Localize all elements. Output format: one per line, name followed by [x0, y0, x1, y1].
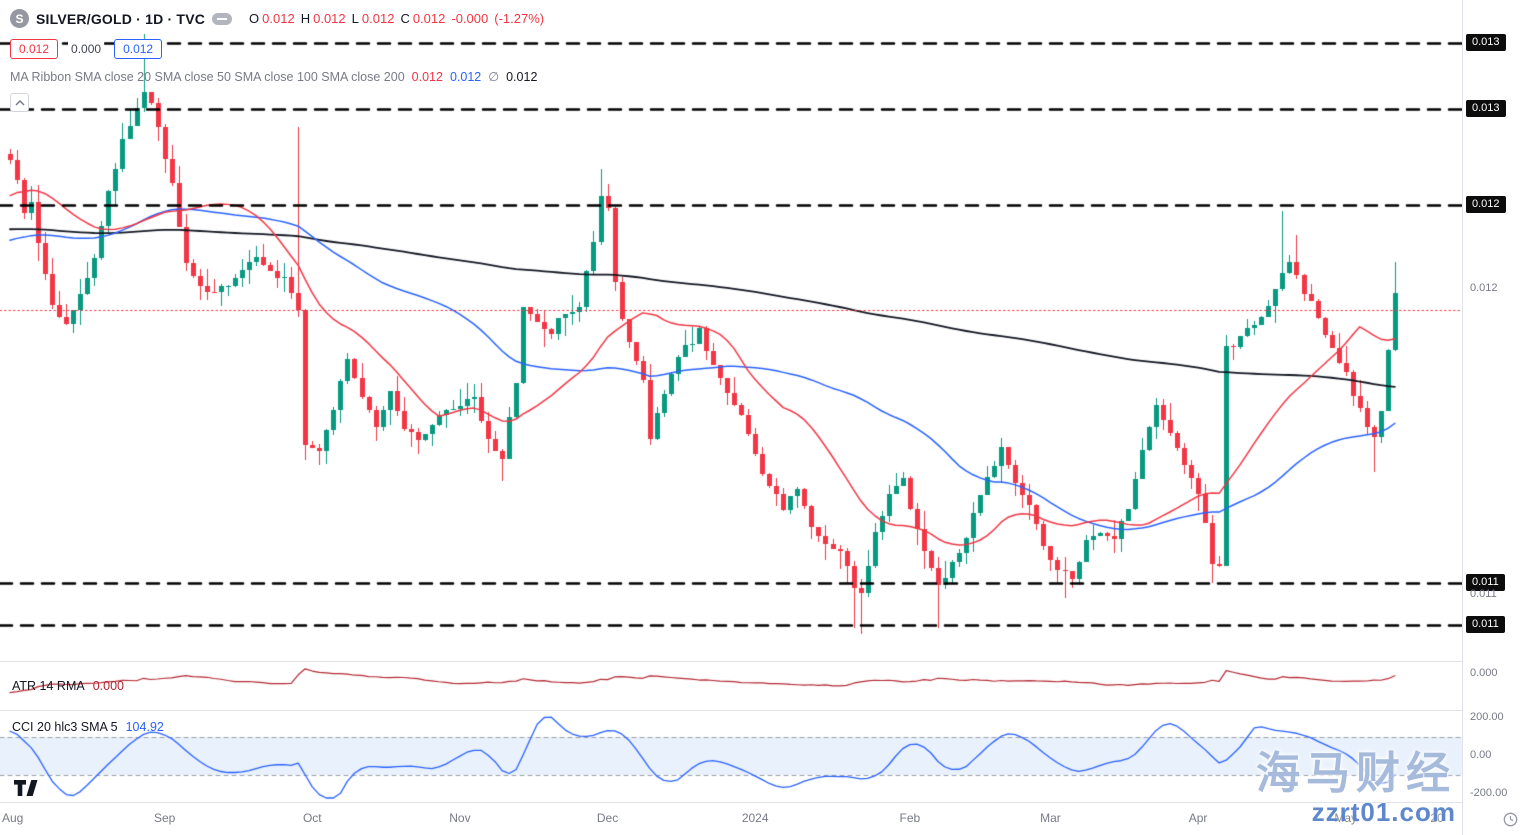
open-value: 0.012 — [262, 11, 295, 26]
time-axis-label: Apr — [1188, 811, 1208, 825]
price-level-label: 0.012 — [1466, 196, 1506, 213]
close-value: 0.012 — [412, 11, 446, 26]
cci-value: 104.92 — [125, 720, 164, 734]
atr-name: ATR 14 RMA — [12, 679, 85, 693]
time-axis-label: Dec — [596, 811, 619, 825]
time-axis-label: 2024 — [741, 811, 769, 825]
legend-options-icon[interactable] — [212, 12, 233, 25]
price-chart-canvas[interactable] — [0, 0, 1462, 803]
symbol-row: S SILVER/GOLD · 1D · TVC O 0.012 H 0.012 L… — [10, 9, 544, 28]
cci-axis-tick: 200.00 — [1470, 711, 1504, 723]
price-level-label: 0.011 — [1466, 616, 1505, 633]
symbol-logo-icon: S — [10, 9, 29, 28]
clock-icon[interactable] — [1503, 812, 1518, 827]
atr-axis-tick: 0.000 — [1470, 667, 1498, 679]
price-axis[interactable]: 0.013 0.013 0.012 0.011 0.011 0.011 0.012 0.000… — [1462, 0, 1530, 803]
axis-corner — [1462, 803, 1530, 835]
chart-legend: S SILVER/GOLD · 1D · TVC O 0.012 H 0.012 L… — [10, 9, 544, 112]
time-axis-label: May — [1334, 811, 1358, 825]
change-value: -0.000 — [451, 11, 489, 26]
time-axis-label: Feb — [899, 811, 921, 825]
close-label: C — [400, 11, 410, 26]
panel-separator[interactable] — [0, 710, 1530, 711]
cci-axis-tick: 0.00 — [1470, 749, 1492, 761]
time-axis-label: Nov — [449, 811, 471, 825]
time-axis-label: 20 — [1430, 811, 1444, 825]
atr-indicator-legend[interactable]: ATR 14 RMA 0.000 — [12, 679, 124, 693]
time-axis-label: Mar — [1040, 811, 1061, 825]
price-tick-label: 0.011 — [1470, 588, 1497, 600]
time-axis-label: Oct — [302, 811, 322, 825]
atr-value: 0.000 — [92, 679, 124, 693]
cci-axis-tick: -200.00 — [1470, 787, 1508, 799]
minus-icon — [217, 17, 228, 20]
cci-indicator-legend[interactable]: CCI 20 hlc3 SMA 5 104.92 — [12, 720, 164, 734]
price-chip-neutral[interactable]: 0.000 — [68, 39, 105, 59]
price-chip-row: 0.012 0.000 0.012 — [10, 39, 544, 59]
price-level-label: 0.013 — [1466, 34, 1506, 51]
panel-separator[interactable] — [0, 661, 1530, 662]
low-value: 0.012 — [361, 11, 395, 26]
high-label: H — [300, 11, 311, 26]
price-chip-red[interactable]: 0.012 — [10, 39, 59, 59]
ma-value-50: 0.012 — [449, 69, 482, 84]
change-percent: (-1.27%) — [494, 11, 545, 26]
panel-separator[interactable] — [0, 802, 1530, 803]
price-level-label: 0.013 — [1466, 100, 1506, 117]
time-axis-label: Aug — [2, 811, 24, 825]
collapse-legend-button[interactable] — [10, 93, 29, 112]
price-level-label: 0.011 — [1466, 574, 1505, 591]
symbol-title[interactable]: SILVER/GOLD · 1D · TVC — [36, 10, 206, 27]
chevron-up-icon — [14, 99, 25, 106]
tradingview-logo-icon — [14, 780, 38, 796]
ma-value-200: 0.012 — [506, 69, 538, 84]
tradingview-logo[interactable] — [14, 778, 38, 803]
ohlc-readout: O 0.012 H 0.012 L 0.012 C 0.012 -0.000 (-1.2… — [249, 11, 544, 26]
ma-value-20: 0.012 — [411, 69, 443, 84]
time-axis-label: Sep — [153, 811, 176, 825]
ma-ribbon-title: MA Ribbon SMA close 20 SMA close 50 SMA … — [10, 69, 405, 84]
ma-ribbon-legend[interactable]: MA Ribbon SMA close 20 SMA close 50 SMA … — [10, 69, 544, 85]
price-chip-blue[interactable]: 0.012 — [114, 39, 163, 59]
open-label: O — [249, 11, 260, 26]
current-price-label: 0.012 — [1470, 282, 1498, 294]
low-label: L — [351, 11, 359, 26]
time-axis[interactable]: Aug Sep Oct Nov Dec 2024 Feb Mar Apr May 20 — [0, 803, 1462, 835]
ma-value-100: ∅ — [488, 70, 500, 84]
high-value: 0.012 — [313, 11, 346, 26]
cci-name: CCI 20 hlc3 SMA 5 — [12, 720, 118, 734]
